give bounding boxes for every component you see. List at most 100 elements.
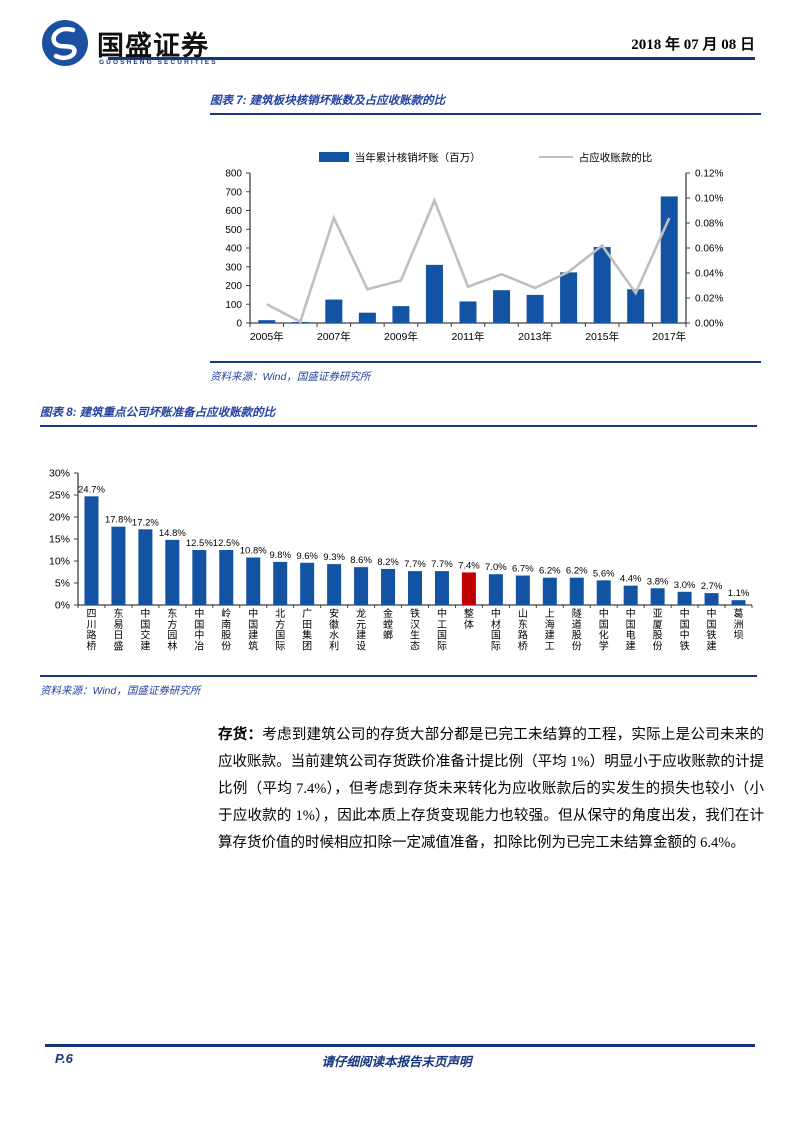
category-label: 中国交建	[140, 607, 150, 652]
bar-value-label: 5.6%	[593, 568, 615, 579]
bar	[327, 564, 342, 605]
left-axis-label: 15%	[49, 534, 70, 546]
body-paragraph: 存货：考虑到建筑公司的存货大部分都是已完工未结算的工程，实际上是公司未来的应收账…	[218, 722, 764, 857]
category-label: 广田集团	[302, 608, 312, 652]
left-axis-label: 100	[225, 300, 242, 311]
legend-item-bar: 当年累计核销坏账（百万）	[318, 150, 481, 165]
bar-value-label: 8.6%	[350, 555, 372, 566]
bar	[660, 196, 678, 323]
page-number: P.6	[55, 1051, 73, 1066]
category-label: 东方园林	[167, 607, 177, 652]
bar	[408, 571, 422, 605]
bar-value-label: 4.4%	[620, 574, 642, 585]
bar-value-label: 9.3%	[323, 552, 345, 563]
legend-bar-label: 当年累计核销坏账（百万）	[354, 151, 481, 164]
bar-value-label: 12.5%	[213, 538, 240, 549]
category-label: 中工国际	[437, 607, 447, 652]
left-axis-label: 500	[225, 225, 242, 236]
right-axis-label: 0.00%	[695, 319, 723, 330]
bar	[84, 496, 99, 605]
bar-value-label: 7.7%	[404, 559, 426, 570]
bar	[526, 294, 544, 323]
figure8-block: 图表 8: 建筑重点公司坏账准备占应收账款的比 0% 5% 10% 15% 20% 25%…	[40, 404, 757, 698]
bar	[354, 567, 369, 605]
x-axis-label: 2009年	[384, 330, 418, 343]
category-label: 铁汉生态	[410, 607, 420, 652]
bar	[650, 588, 665, 605]
bar	[358, 312, 376, 323]
figure7-block: 图表 7: 建筑板块核销坏账数及占应收账款的比 当年累计核销坏账（百万） 占应收…	[210, 92, 761, 384]
bar-value-label: 7.0%	[485, 562, 507, 573]
category-label: 亚厦股份	[653, 609, 663, 652]
bar	[425, 264, 443, 323]
x-axis-label: 2013年	[518, 330, 552, 343]
category-label: 中国中冶	[194, 607, 204, 652]
bar	[627, 289, 645, 323]
brand-name: 国盛证券	[97, 31, 209, 61]
chart7-canvas: 0 100 200 300 400 500 600 700 800 0.00% 0.02% 0.04%…	[225, 169, 723, 344]
bar	[459, 301, 477, 323]
figure7-source: 资料来源：Wind，国盛证券研究所	[210, 371, 371, 383]
left-axis-label: 30%	[49, 468, 70, 480]
x-axis-label: 2015年	[585, 330, 619, 343]
bar	[111, 526, 126, 605]
bar-value-label: 17.8%	[105, 515, 132, 526]
bar	[542, 577, 557, 605]
footer-rule	[45, 1044, 755, 1047]
bar	[325, 299, 343, 323]
bar	[381, 568, 396, 605]
left-axis-label: 5%	[55, 578, 70, 590]
category-label: 葛洲坝	[734, 607, 744, 642]
bar-value-label: 3.0%	[674, 580, 696, 591]
x-axis-label: 2011年	[451, 330, 484, 343]
x-axis-label: 2017年	[652, 330, 686, 343]
chart8-canvas: 0% 5% 10% 15% 20% 25% 30% 24.7% 四川路桥 17.8% 东易日盛 17.…	[49, 468, 753, 652]
category-label: 中国化学	[599, 607, 609, 652]
line-series	[266, 197, 671, 324]
left-axis-label: 200	[225, 281, 242, 292]
figure8-bottom-rule	[40, 675, 757, 677]
category-label: 中国电建	[626, 607, 636, 652]
bar	[165, 539, 180, 605]
bar-value-label: 9.8%	[269, 550, 291, 561]
right-axis-label: 0.02%	[695, 294, 723, 305]
bar	[246, 557, 261, 605]
bar-highlight	[461, 572, 476, 605]
bar	[623, 585, 638, 605]
bar	[219, 550, 234, 605]
bar-value-label: 12.5%	[186, 538, 213, 549]
category-label: 整体	[464, 607, 474, 631]
bar	[258, 320, 276, 323]
bar	[593, 247, 611, 323]
category-label: 隧道股份	[572, 607, 582, 652]
category-label: 北方国际	[275, 608, 285, 652]
right-axis-label: 0.06%	[695, 244, 723, 255]
bar	[596, 580, 611, 605]
bar	[560, 272, 578, 323]
category-label: 岭南股份	[221, 607, 231, 652]
bar-value-label: 14.8%	[159, 528, 186, 539]
bar-value-label: 24.7%	[78, 484, 105, 495]
category-label: 中国中铁	[680, 607, 690, 652]
category-label: 东易日盛	[113, 607, 123, 652]
bar-value-label: 6.2%	[539, 566, 561, 577]
bar-value-label: 17.2%	[132, 517, 159, 528]
bar-value-label: 6.2%	[566, 566, 588, 577]
left-axis-label: 10%	[49, 556, 70, 568]
brand-subtitle: GUOSHENG SECURITIES	[99, 59, 218, 66]
bar	[300, 562, 315, 605]
category-label: 金螳螂	[383, 607, 393, 642]
bar	[192, 550, 207, 605]
bar-value-label: 9.6%	[296, 551, 318, 562]
bar-value-label: 3.8%	[647, 576, 669, 587]
header-rule	[108, 57, 755, 60]
category-label: 安徽水利	[329, 607, 339, 652]
left-axis-label: 25%	[49, 490, 70, 502]
bar-value-label: 6.7%	[512, 564, 534, 575]
left-axis-label: 700	[225, 187, 242, 198]
category-label: 中国建筑	[248, 607, 258, 652]
guosheng-logo-icon	[42, 20, 88, 66]
paragraph-lead: 存货：	[218, 727, 263, 743]
figure7-title-rule	[210, 113, 761, 115]
x-axis-label: 2005年	[250, 330, 284, 343]
